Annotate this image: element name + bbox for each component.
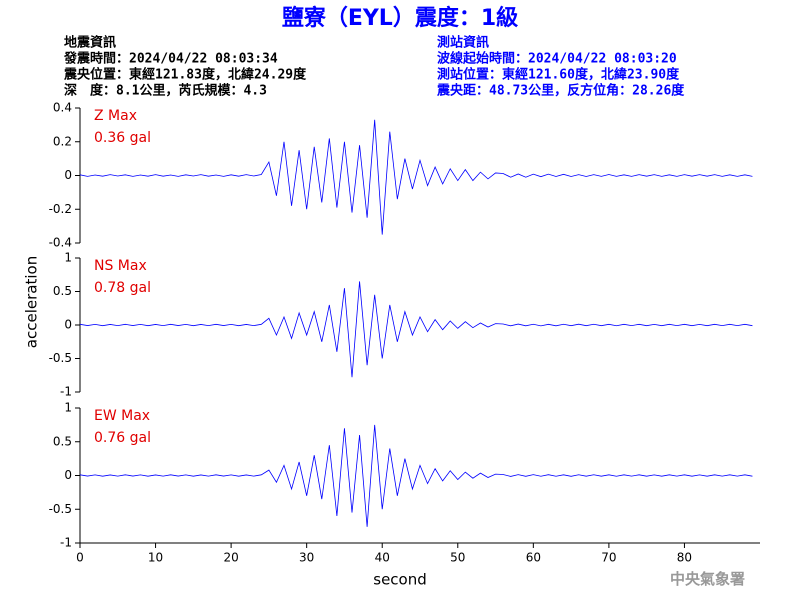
y-tick-label: -0.5	[49, 502, 72, 516]
series-annotation: 0.36 gal	[94, 130, 151, 146]
y-tick-label: 1	[64, 401, 72, 415]
x-tick-label: 50	[450, 551, 465, 565]
info-left: 深 度：8.1公里，芮氏規模：4.3	[64, 83, 267, 99]
y-tick-label: 0.4	[53, 101, 72, 115]
waveform	[79, 424, 753, 527]
chart-title: 鹽寮（EYL）震度：1級	[282, 5, 518, 31]
series-name: NS Max	[94, 258, 147, 274]
y-axis-label: acceleration	[23, 256, 41, 348]
y-tick-label: 1	[64, 251, 72, 265]
y-tick-label: -0.4	[49, 236, 72, 250]
info-right: 測站資訊	[437, 35, 489, 51]
x-tick-label: 80	[677, 551, 692, 565]
info-right: 波線起始時間：2024/04/22 08:03:20	[437, 51, 677, 67]
x-axis-label: second	[373, 571, 427, 589]
info-right: 測站位置：東經121.60度，北緯23.90度	[437, 67, 680, 83]
info-left: 地震資訊	[64, 35, 116, 51]
series-name: EW Max	[94, 408, 150, 424]
info-left: 震央位置：東經121.83度，北緯24.29度	[63, 67, 307, 83]
y-tick-label: -0.5	[49, 351, 72, 365]
y-tick-label: -1	[60, 536, 72, 550]
info-left: 發震時間：2024/04/22 08:03:34	[63, 51, 278, 67]
waveform	[79, 119, 753, 235]
x-tick-label: 70	[601, 551, 616, 565]
x-tick-label: 20	[223, 551, 238, 565]
watermark: 中央氣象署	[670, 570, 745, 588]
info-right: 震央距：48.73公里，反方位角：28.26度	[436, 83, 685, 99]
x-tick-label: 0	[76, 551, 84, 565]
x-tick-label: 30	[299, 551, 314, 565]
y-tick-label: 0.5	[53, 284, 72, 298]
y-tick-label: 0.5	[53, 434, 72, 448]
y-tick-label: -1	[60, 385, 72, 399]
y-tick-label: 0	[64, 168, 72, 182]
x-tick-label: 40	[375, 551, 390, 565]
x-tick-label: 60	[526, 551, 541, 565]
x-tick-label: 10	[148, 551, 163, 565]
y-tick-label: 0	[64, 318, 72, 332]
y-tick-label: 0.2	[53, 134, 72, 148]
series-annotation: 0.76 gal	[94, 430, 151, 446]
waveform	[79, 281, 753, 378]
series-annotation: 0.78 gal	[94, 280, 151, 296]
series-name: Z Max	[94, 108, 137, 124]
y-tick-label: 0	[64, 468, 72, 482]
y-tick-label: -0.2	[49, 202, 72, 216]
